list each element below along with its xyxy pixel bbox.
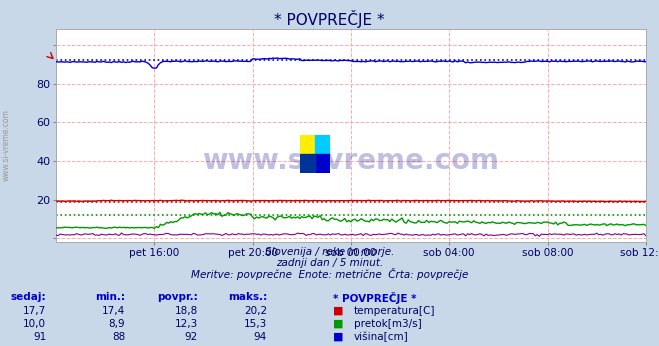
Text: 17,4: 17,4: [102, 306, 125, 316]
Text: www.si-vreme.com: www.si-vreme.com: [202, 147, 500, 175]
Text: 12,3: 12,3: [175, 319, 198, 329]
Text: maks.:: maks.:: [227, 292, 267, 302]
Text: * POVPREČJE *: * POVPREČJE *: [274, 10, 385, 28]
Text: sedaj:: sedaj:: [11, 292, 46, 302]
Text: ■: ■: [333, 306, 343, 316]
Text: pretok[m3/s]: pretok[m3/s]: [354, 319, 422, 329]
Text: zadnji dan / 5 minut.: zadnji dan / 5 minut.: [276, 258, 383, 268]
Text: 92: 92: [185, 332, 198, 342]
Text: 8,9: 8,9: [109, 319, 125, 329]
Text: ■: ■: [333, 319, 343, 329]
Text: 15,3: 15,3: [244, 319, 267, 329]
Polygon shape: [315, 135, 330, 154]
Text: povpr.:: povpr.:: [157, 292, 198, 302]
Polygon shape: [300, 135, 315, 154]
Text: ■: ■: [333, 332, 343, 342]
Text: www.si-vreme.com: www.si-vreme.com: [2, 109, 11, 181]
Text: Meritve: povprečne  Enote: metrične  Črta: povprečje: Meritve: povprečne Enote: metrične Črta:…: [191, 268, 468, 280]
Polygon shape: [300, 154, 315, 173]
Text: 94: 94: [254, 332, 267, 342]
Text: 10,0: 10,0: [23, 319, 46, 329]
Text: Slovenija / reke in morje.: Slovenija / reke in morje.: [265, 247, 394, 257]
Polygon shape: [315, 154, 330, 173]
Text: 18,8: 18,8: [175, 306, 198, 316]
Text: 88: 88: [112, 332, 125, 342]
Text: 91: 91: [33, 332, 46, 342]
Text: * POVPREČJE *: * POVPREČJE *: [333, 292, 416, 304]
Text: temperatura[C]: temperatura[C]: [354, 306, 436, 316]
Text: 17,7: 17,7: [23, 306, 46, 316]
Text: višina[cm]: višina[cm]: [354, 332, 409, 342]
Text: 20,2: 20,2: [244, 306, 267, 316]
Text: min.:: min.:: [95, 292, 125, 302]
